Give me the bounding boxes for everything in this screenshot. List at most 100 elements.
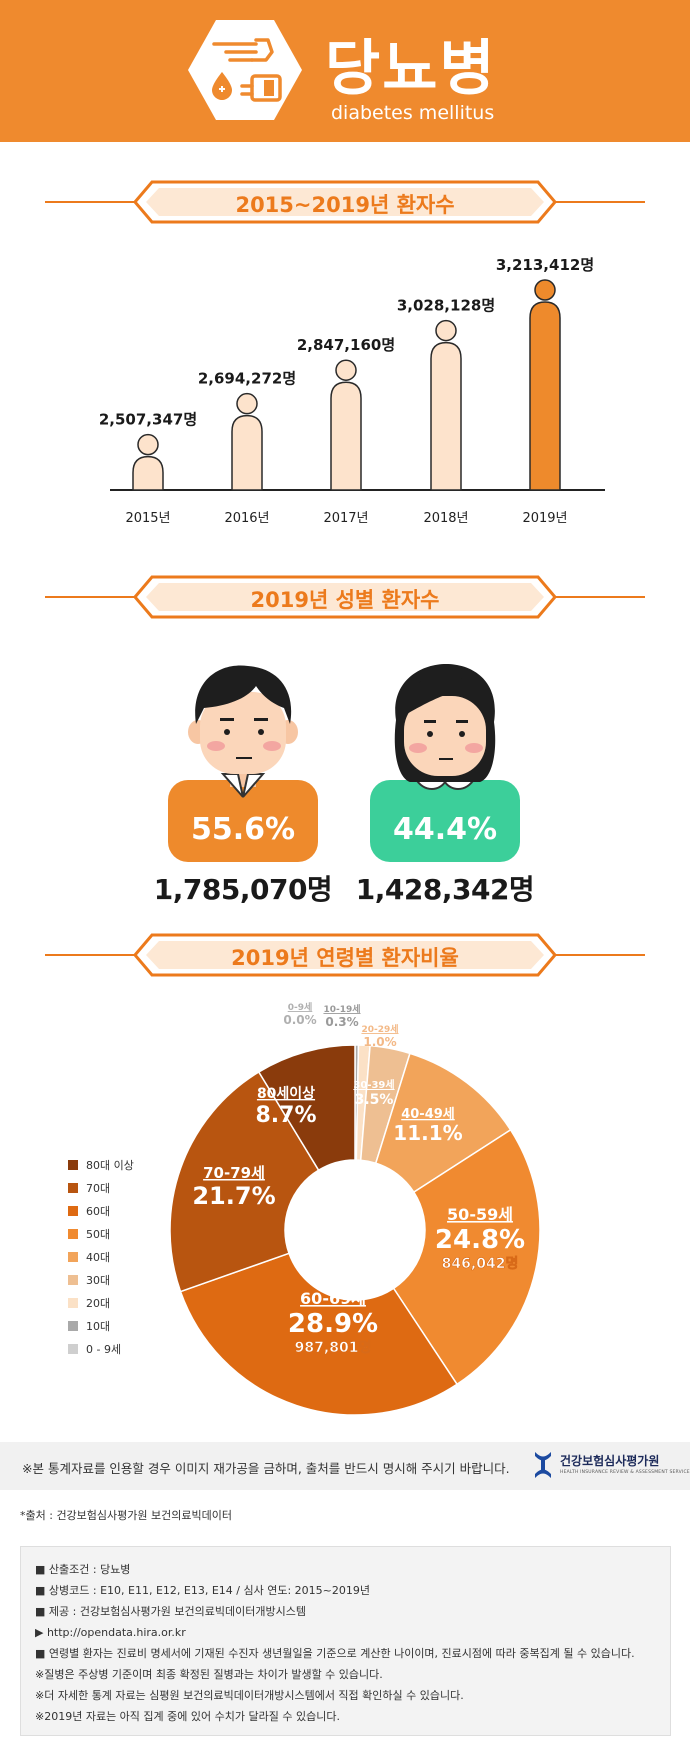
info-line: ▶ http://opendata.hira.or.kr: [35, 1626, 186, 1639]
slice-age-label: 50-59세: [447, 1205, 513, 1224]
person-bar: [231, 392, 263, 491]
category-label: 2017년: [323, 511, 368, 526]
slice-age-label: 10-19세: [323, 1003, 360, 1015]
legend-swatch: [68, 1343, 78, 1354]
legend-label: 40대: [86, 1250, 111, 1264]
legend-label: 30대: [86, 1273, 111, 1287]
header-banner: 당뇨병 diabetes mellitus: [0, 0, 690, 142]
legend-item: 20대: [68, 1291, 134, 1314]
male-count: 1,785,070명: [153, 873, 333, 906]
slice-age-label: 70-79세: [203, 1164, 265, 1182]
legend-item: 50대: [68, 1222, 134, 1245]
slice-percent-label: 8.7%: [255, 1103, 316, 1128]
slice-age-label: 30-39세: [353, 1078, 394, 1091]
notice-text: ※본 통계자료를 인용할 경우 이미지 재가공을 금하며, 출처를 반드시 명시…: [22, 1461, 510, 1476]
male-percent: 55.6%: [190, 812, 296, 847]
slice-count-label: 846,042명: [442, 1255, 519, 1272]
slice-percent-label: 0.0%: [283, 1013, 316, 1027]
banner-frame: [45, 933, 645, 977]
hand-blood-test-icon: [188, 20, 302, 120]
slice-percent-label: 28.9%: [288, 1309, 378, 1339]
slice-age-label: 60-69세: [300, 1289, 366, 1308]
slice-percent-label: 24.8%: [435, 1225, 525, 1255]
legend-item: 60대: [68, 1199, 134, 1222]
slice-percent-label: 11.1%: [393, 1121, 462, 1145]
legend-swatch: [68, 1205, 78, 1216]
slice-age-label: 20-29세: [361, 1023, 398, 1035]
legend-label: 70대: [86, 1181, 111, 1195]
male-avatar-icon: [168, 665, 318, 862]
category-label: 2018년: [423, 511, 468, 526]
legend-swatch: [68, 1182, 78, 1193]
person-bar: [529, 279, 561, 491]
section-title: 2019년 연령별 환자비율: [231, 946, 459, 970]
category-label: 2016년: [224, 511, 269, 526]
source-text: *출처 : 건강보험심사평가원 보건의료빅데이터: [20, 1509, 232, 1522]
legend-item: 80대 이상: [68, 1153, 134, 1176]
yearly-patient-chart: 2,507,347명 2015년 2,694,272명 2016년 2,847,160명…: [99, 256, 605, 526]
legend-item: 70대: [68, 1176, 134, 1199]
banner-frame: [45, 180, 645, 224]
legend-swatch: [68, 1274, 78, 1285]
legend-item: 40대: [68, 1245, 134, 1268]
legend-swatch: [68, 1159, 78, 1170]
usage-notice: ※본 통계자료를 인용할 경우 이미지 재가공을 금하며, 출처를 반드시 명시…: [0, 1442, 690, 1490]
slice-percent-label: 0.3%: [325, 1015, 358, 1029]
bar-value-label: 3,028,128명: [397, 297, 495, 315]
info-line: ※더 자세한 통계 자료는 심평원 보건의료빅데이터개방시스템에서 직접 확인하…: [35, 1689, 464, 1702]
category-label: 2015년: [125, 511, 170, 526]
legend-label: 10대: [86, 1319, 111, 1333]
legend-item: 0 - 9세: [68, 1337, 134, 1360]
slice-age-label: 0-9세: [288, 1001, 313, 1013]
category-label: 2019년: [522, 511, 567, 526]
bar-value-label: 2,507,347명: [99, 411, 197, 429]
page-title: 당뇨병: [325, 34, 497, 104]
legend-item: 30대: [68, 1268, 134, 1291]
legend-swatch: [68, 1251, 78, 1262]
banner-frame: [45, 575, 645, 619]
legend-label: 50대: [86, 1227, 111, 1241]
section-title: 2015~2019년 환자수: [235, 193, 455, 217]
bar-value-label: 2,694,272명: [198, 370, 296, 388]
hira-logo-name: 건강보험심사평가원: [560, 1454, 660, 1468]
person-bar: [430, 319, 462, 491]
legend-label: 0 - 9세: [86, 1342, 122, 1356]
slice-percent-label: 3.5%: [355, 1092, 394, 1108]
slice-age-label: 40-49세: [401, 1107, 455, 1122]
legend-swatch: [68, 1297, 78, 1308]
female-avatar-icon: [370, 664, 520, 862]
legend-label: 80대 이상: [86, 1158, 134, 1172]
section-banner-gender: 2019년 성별 환자수: [0, 575, 690, 619]
section-banner-yearly: 2015~2019년 환자수: [0, 180, 690, 224]
bar-value-label: 3,213,412명: [496, 256, 594, 274]
donut-slice: [257, 1044, 356, 1172]
info-line: ■ 연령별 환자는 진료비 명세서에 기재된 수진자 생년월일을 기준으로 계산…: [35, 1647, 635, 1660]
legend-label: 20대: [86, 1296, 111, 1310]
info-line: ■ 상병코드 : E10, E11, E12, E13, E14 / 심사 연도…: [35, 1584, 370, 1597]
hira-logo-icon: [535, 1452, 551, 1478]
legend-label: 60대: [86, 1204, 111, 1218]
legend-swatch: [68, 1228, 78, 1239]
info-line: ※질병은 주상병 기준이며 최종 확정된 질병과는 차이가 발생할 수 있습니다…: [35, 1668, 383, 1681]
info-line: ■ 산출조건 : 당뇨병: [35, 1563, 131, 1576]
donut-slice: [179, 1252, 459, 1416]
person-bar: [132, 433, 164, 491]
section-title: 2019년 성별 환자수: [250, 588, 440, 612]
legend-swatch: [68, 1320, 78, 1331]
slice-percent-label: 1.0%: [363, 1035, 396, 1049]
age-legend: 80대 이상 70대 60대 50대 40대 30대 20대 10대 0 - 9세: [68, 1153, 134, 1360]
female-percent: 44.4%: [392, 812, 498, 847]
bar-value-label: 2,847,160명: [297, 336, 395, 354]
legend-item: 10대: [68, 1314, 134, 1337]
slice-percent-label: 21.7%: [192, 1182, 275, 1210]
donut-slice: [169, 1070, 320, 1293]
person-bar: [330, 359, 362, 491]
slice-age-label: 80세이상: [257, 1085, 315, 1102]
info-line: ※2019년 자료는 아직 집계 중에 있어 수치가 달라질 수 있습니다.: [35, 1710, 340, 1723]
hira-logo-sub: HEALTH INSURANCE REVIEW & ASSESSMENT SER…: [560, 1470, 690, 1475]
donut-slice: [392, 1128, 541, 1386]
page-subtitle: diabetes mellitus: [331, 102, 495, 124]
info-line: ■ 제공 : 건강보험심사평가원 보건의료빅데이터개방시스템: [35, 1605, 306, 1618]
female-count: 1,428,342명: [355, 873, 535, 906]
